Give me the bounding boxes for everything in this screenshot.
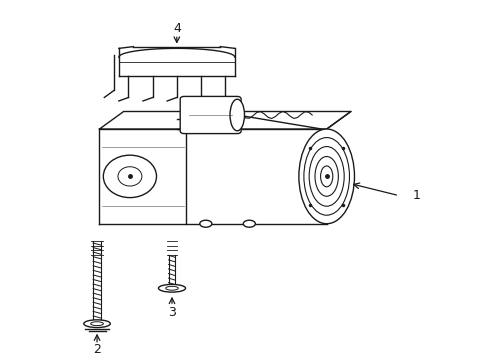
Ellipse shape: [229, 99, 244, 131]
Ellipse shape: [90, 322, 103, 325]
Ellipse shape: [83, 320, 110, 328]
Ellipse shape: [158, 284, 185, 292]
Ellipse shape: [298, 129, 354, 224]
Ellipse shape: [118, 167, 142, 186]
Text: 4: 4: [173, 22, 181, 35]
Text: 3: 3: [168, 306, 176, 319]
Text: 2: 2: [93, 343, 101, 356]
Ellipse shape: [103, 155, 156, 198]
FancyBboxPatch shape: [180, 96, 241, 134]
Ellipse shape: [165, 286, 178, 290]
Ellipse shape: [200, 220, 211, 227]
Ellipse shape: [243, 220, 255, 227]
Text: 1: 1: [411, 189, 419, 202]
